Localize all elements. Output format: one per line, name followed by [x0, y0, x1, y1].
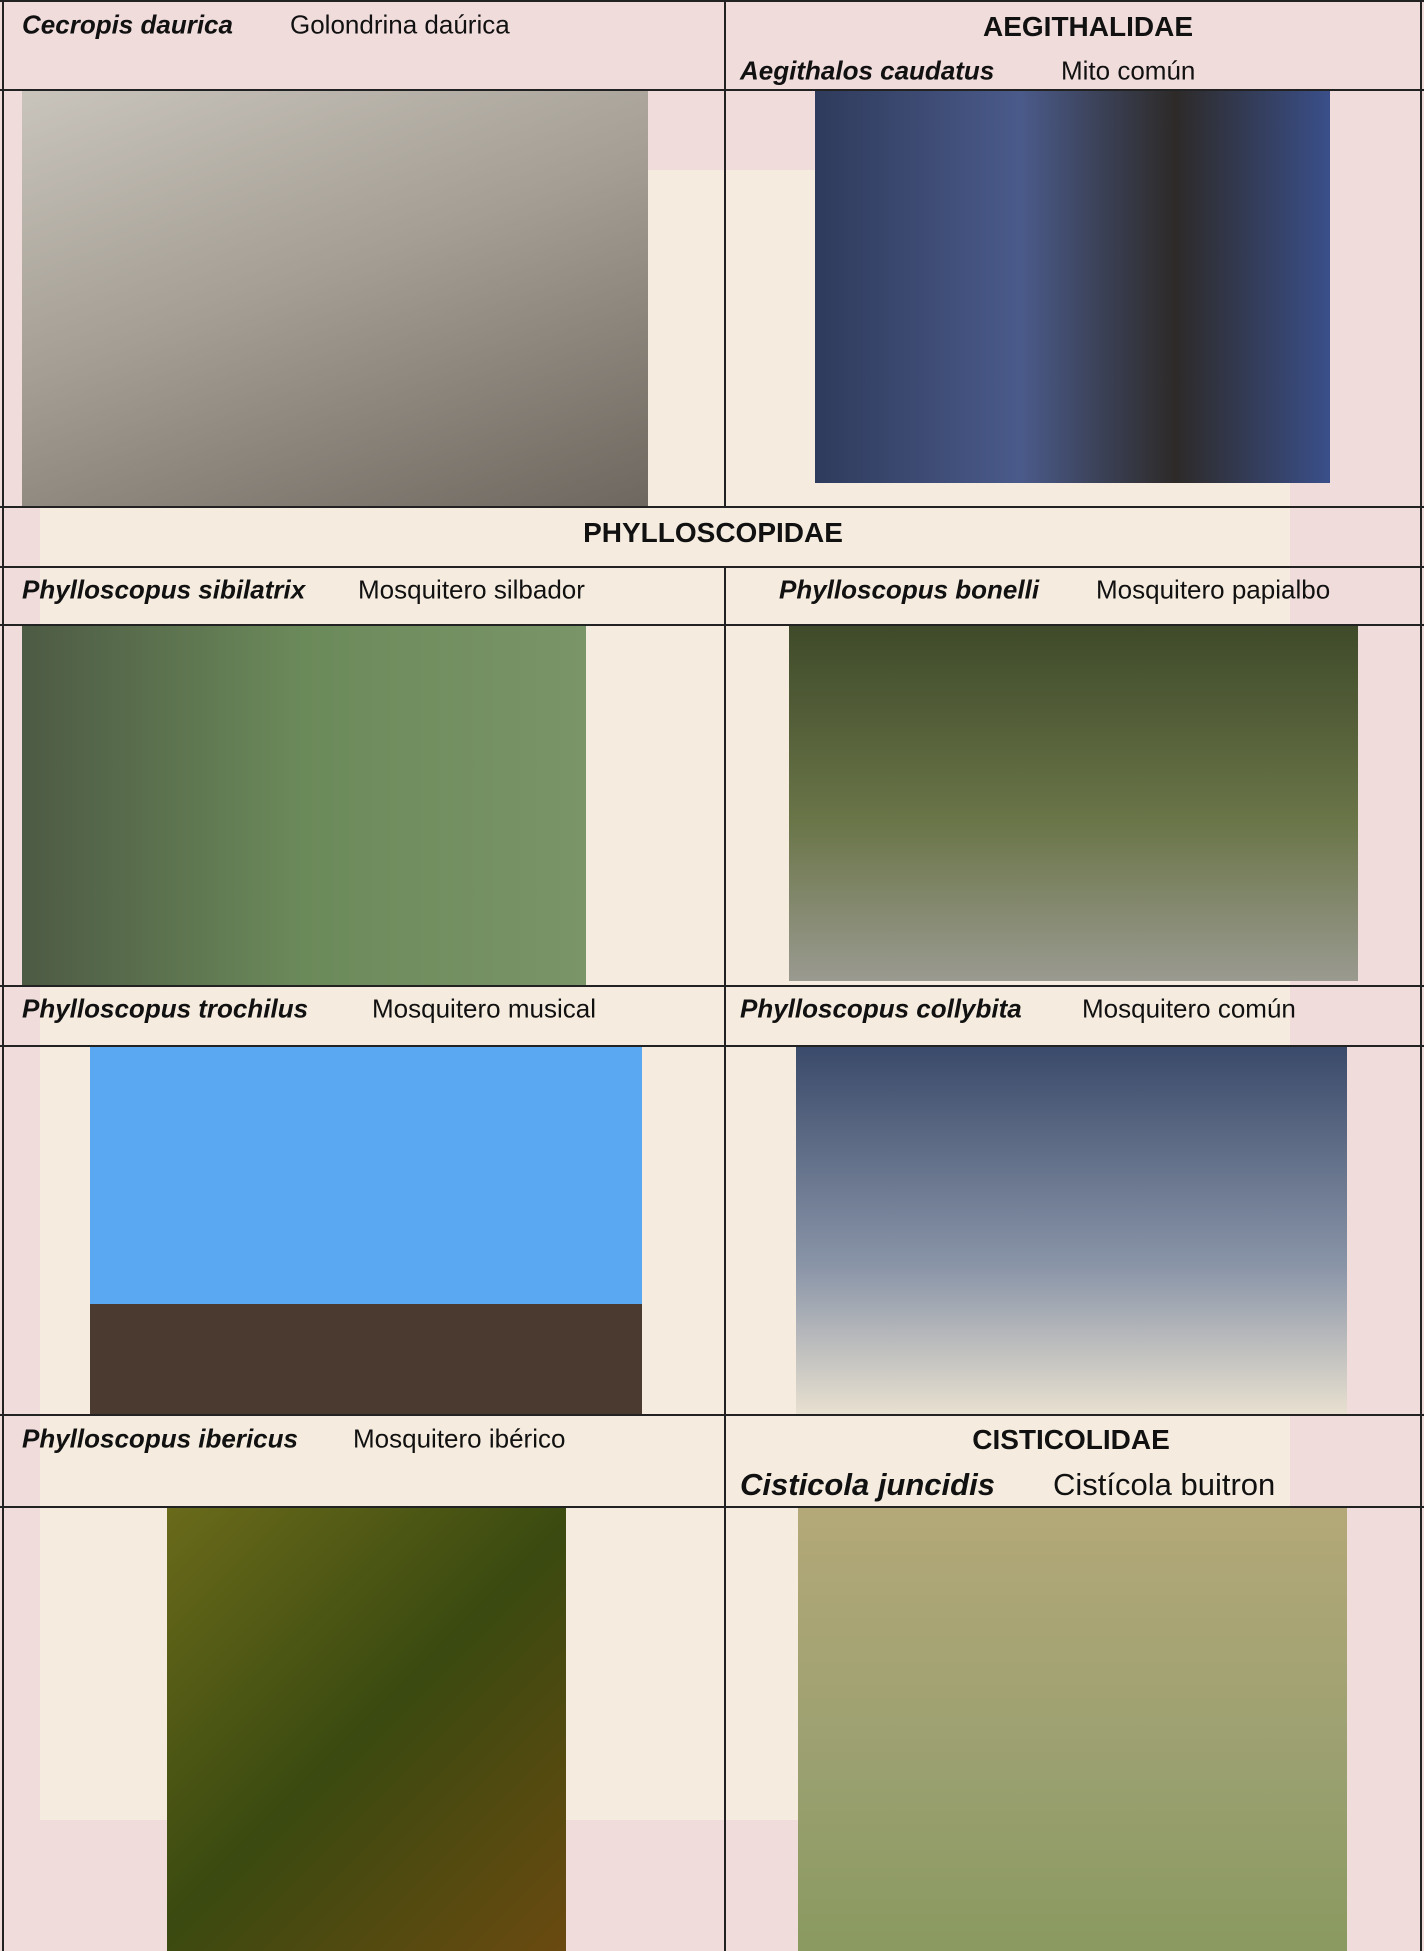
table-border — [724, 0, 726, 507]
bird-photo — [90, 1047, 642, 1414]
scientific-name: Phylloscopus ibericus — [22, 1423, 298, 1454]
family-heading: AEGITHALIDAE — [983, 11, 1193, 42]
scientific-name: Phylloscopus collybita — [740, 993, 1022, 1024]
table-border — [2, 0, 4, 1951]
common-name: Mosquitero común — [1082, 993, 1296, 1024]
bird-photo — [22, 90, 648, 507]
table-border — [0, 985, 1424, 987]
bird-photo — [815, 90, 1330, 483]
common-name: Mosquitero ibérico — [353, 1423, 566, 1454]
common-name: Golondrina daúrica — [290, 9, 510, 40]
bird-photo — [796, 1047, 1347, 1414]
scientific-name: Cecropis daurica — [22, 9, 233, 40]
scientific-name: Cisticola juncidis — [740, 1467, 995, 1502]
table-border — [0, 0, 1424, 2]
table-border — [0, 624, 1424, 626]
table-border — [0, 1506, 1424, 1508]
table-border — [724, 566, 726, 1951]
table-border — [0, 506, 1424, 508]
family-heading: CISTICOLIDAE — [972, 1424, 1170, 1455]
common-name: Mito común — [1061, 55, 1196, 86]
bird-photo — [789, 626, 1358, 981]
table-border — [0, 89, 1424, 91]
table-border — [0, 566, 1424, 568]
scientific-name: Phylloscopus trochilus — [22, 993, 309, 1024]
common-name: Mosquitero papialbo — [1096, 574, 1331, 605]
scientific-name: Phylloscopus bonelli — [779, 574, 1040, 605]
common-name: Mosquitero musical — [372, 993, 596, 1024]
scientific-name: Phylloscopus sibilatrix — [22, 574, 306, 605]
bird-photo — [798, 1507, 1347, 1951]
common-name: Mosquitero silbador — [358, 574, 585, 605]
scientific-name: Aegithalos caudatus — [740, 55, 995, 86]
bird-photo — [167, 1507, 566, 1951]
table-border — [0, 1414, 1424, 1416]
family-heading: PHYLLOSCOPIDAE — [583, 517, 843, 548]
table-border — [1420, 0, 1422, 1951]
table-border — [0, 1045, 1424, 1047]
common-name: Cistícola buitron — [1053, 1467, 1276, 1502]
bird-photo — [22, 626, 586, 985]
